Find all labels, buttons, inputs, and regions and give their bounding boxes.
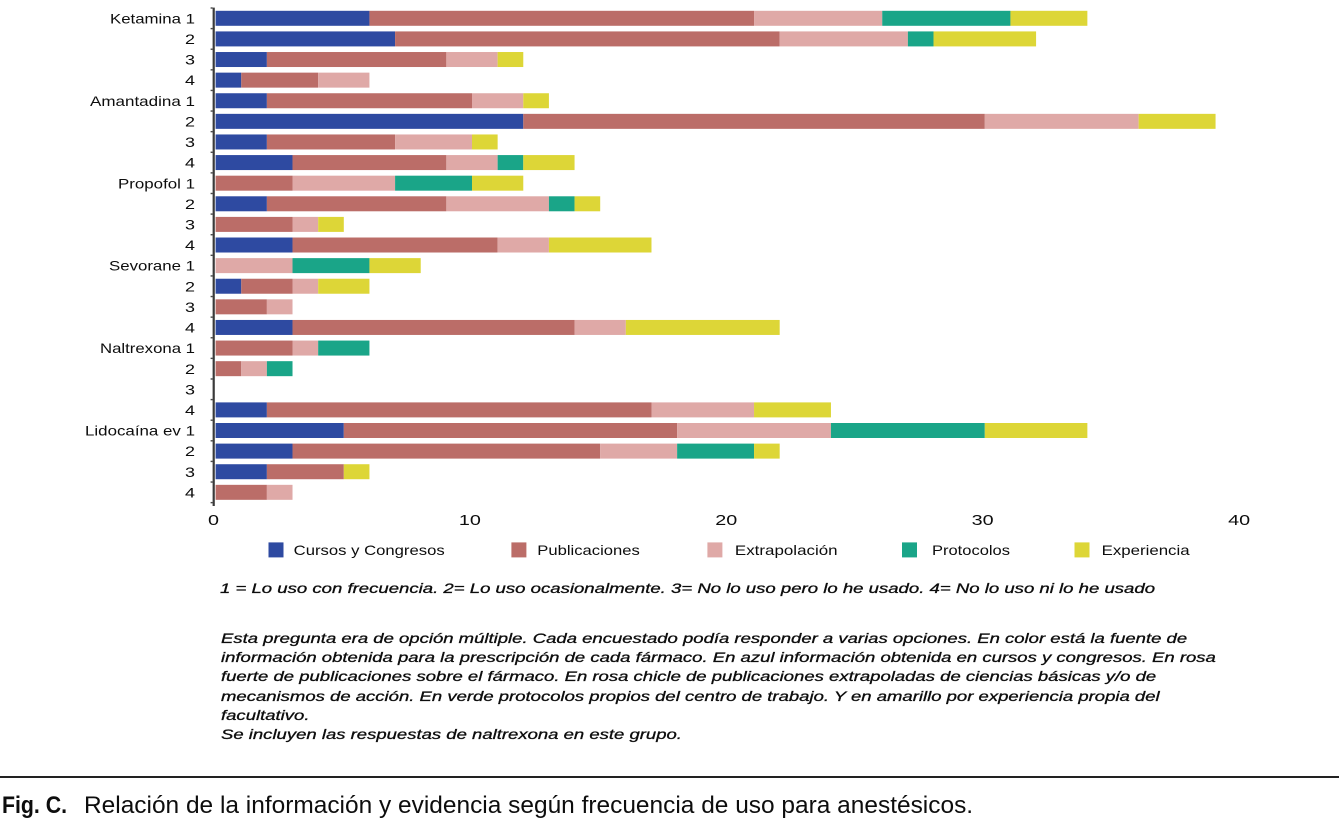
svg-text:Naltrexona 1: Naltrexona 1 <box>100 340 195 356</box>
svg-text:4: 4 <box>185 320 195 336</box>
svg-text:2: 2 <box>185 361 195 377</box>
svg-text:4: 4 <box>185 402 195 418</box>
svg-text:30: 30 <box>972 512 994 529</box>
svg-text:3: 3 <box>185 217 195 233</box>
svg-text:2: 2 <box>185 113 195 129</box>
svg-text:3: 3 <box>185 299 195 315</box>
svg-text:Protocolos: Protocolos <box>932 542 1010 558</box>
svg-text:20: 20 <box>715 512 737 529</box>
svg-text:3: 3 <box>185 464 195 480</box>
svg-text:4: 4 <box>185 484 195 500</box>
svg-text:2: 2 <box>185 31 195 47</box>
svg-text:Experiencia: Experiencia <box>1102 542 1190 558</box>
svg-text:2: 2 <box>185 443 195 459</box>
svg-text:2: 2 <box>185 278 195 294</box>
svg-text:10: 10 <box>459 512 481 529</box>
svg-text:2: 2 <box>185 196 195 212</box>
svg-text:0: 0 <box>208 512 219 529</box>
svg-text:4: 4 <box>185 237 195 253</box>
svg-text:Ketamina 1: Ketamina 1 <box>110 10 195 26</box>
svg-text:Publicaciones: Publicaciones <box>537 542 640 558</box>
svg-text:Propofol 1: Propofol 1 <box>118 175 195 191</box>
svg-text:Amantadina 1: Amantadina 1 <box>90 93 195 109</box>
svg-text:3: 3 <box>185 52 195 68</box>
svg-text:Cursos y Congresos: Cursos y Congresos <box>294 542 445 558</box>
svg-text:3: 3 <box>185 134 195 150</box>
svg-text:3: 3 <box>185 381 195 397</box>
svg-text:Sevorane 1: Sevorane 1 <box>109 258 195 274</box>
svg-text:Extrapolación: Extrapolación <box>735 542 838 558</box>
svg-text:Lidocaína ev 1: Lidocaína ev 1 <box>85 423 195 439</box>
svg-text:40: 40 <box>1228 512 1250 529</box>
svg-text:4: 4 <box>185 155 195 171</box>
svg-text:4: 4 <box>185 72 195 88</box>
